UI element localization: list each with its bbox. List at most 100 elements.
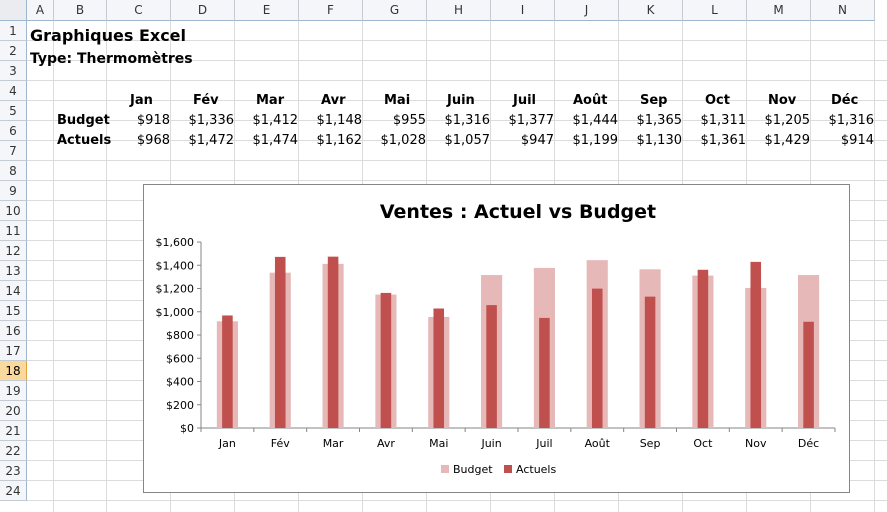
sheet-subtitle[interactable]: Type: Thermomètres: [30, 51, 193, 67]
row-header-3[interactable]: 3: [0, 61, 27, 81]
column-header-n[interactable]: N: [811, 0, 875, 21]
actuels-bar: [697, 269, 709, 428]
actuels-value-cell[interactable]: $947: [520, 133, 554, 148]
budget-value-cell[interactable]: $1,412: [252, 113, 299, 128]
actuels-bar: [803, 321, 814, 428]
row-header-17[interactable]: 17: [0, 341, 27, 361]
row-header-24[interactable]: 24: [0, 481, 27, 501]
row-header-21[interactable]: 21: [0, 421, 27, 441]
row-header-15[interactable]: 15: [0, 301, 27, 321]
row-header-22[interactable]: 22: [0, 441, 27, 461]
month-header[interactable]: Déc: [831, 93, 859, 108]
row-header-16[interactable]: 16: [0, 321, 27, 341]
row-header-18[interactable]: 18: [0, 361, 27, 381]
x-tick-label: Mai: [429, 437, 448, 450]
month-header[interactable]: Mar: [256, 93, 285, 108]
month-header[interactable]: Août: [573, 93, 608, 108]
budget-value-cell[interactable]: $1,365: [636, 113, 683, 128]
column-gridline: [53, 21, 54, 512]
month-header[interactable]: Oct: [705, 93, 730, 108]
column-header-a[interactable]: A: [27, 0, 54, 21]
y-tick-label: $800: [166, 329, 194, 342]
budget-value-cell[interactable]: $1,311: [700, 113, 747, 128]
budget-value-cell[interactable]: $955: [392, 113, 426, 128]
month-header[interactable]: Nov: [768, 93, 797, 108]
month-header[interactable]: Juin: [447, 93, 475, 108]
actuels-bar: [591, 288, 603, 428]
actuels-bar: [380, 292, 392, 428]
actuels-bar: [486, 305, 497, 428]
column-header-b[interactable]: B: [54, 0, 107, 21]
row-header-6[interactable]: 6: [0, 121, 27, 141]
row-header-14[interactable]: 14: [0, 281, 27, 301]
budget-value-cell[interactable]: $1,377: [508, 113, 555, 128]
x-tick-label: Juin: [480, 437, 501, 450]
actuels-bar: [222, 315, 233, 428]
column-header-j[interactable]: J: [555, 0, 619, 21]
budget-value-cell[interactable]: $1,148: [316, 113, 363, 128]
actuels-value-cell[interactable]: $914: [840, 133, 874, 148]
column-header-g[interactable]: G: [363, 0, 427, 21]
month-header[interactable]: Avr: [321, 93, 346, 108]
column-header-c[interactable]: C: [107, 0, 171, 21]
row-gridline: [27, 60, 887, 61]
budget-row-label[interactable]: Budget: [57, 113, 110, 128]
row-header-4[interactable]: 4: [0, 81, 27, 101]
budget-value-cell[interactable]: $1,316: [828, 113, 875, 128]
row-header-1[interactable]: 1: [0, 21, 27, 41]
month-header[interactable]: Sep: [640, 93, 668, 108]
actuels-value-cell[interactable]: $1,429: [764, 133, 811, 148]
column-header-f[interactable]: F: [299, 0, 363, 21]
actuels-value-cell[interactable]: $1,130: [636, 133, 683, 148]
actuels-value-cell[interactable]: $1,162: [316, 133, 363, 148]
month-header[interactable]: Juil: [513, 93, 537, 108]
column-header-l[interactable]: L: [683, 0, 747, 21]
row-header-19[interactable]: 19: [0, 381, 27, 401]
column-header-e[interactable]: E: [235, 0, 299, 21]
chart-svg: Ventes : Actuel vs Budget $0 $200 $400 $600 $…: [156, 201, 836, 476]
row-header-13[interactable]: 13: [0, 261, 27, 281]
actuels-value-cell[interactable]: $1,361: [700, 133, 747, 148]
row-header-23[interactable]: 23: [0, 461, 27, 481]
row-gridline: [27, 40, 887, 41]
actuels-row-label[interactable]: Actuels: [57, 133, 112, 148]
select-all-corner[interactable]: [0, 0, 27, 21]
actuels-value-cell[interactable]: $1,474: [252, 133, 299, 148]
actuels-value-cell[interactable]: $1,057: [444, 133, 491, 148]
x-tick-label: Juil: [535, 437, 552, 450]
chart-title: Ventes : Actuel vs Budget: [380, 201, 656, 223]
actuels-bar: [539, 317, 550, 428]
budget-value-cell[interactable]: $1,316: [444, 113, 491, 128]
thermometer-chart[interactable]: Ventes : Actuel vs Budget $0 $200 $400 $600 $…: [143, 184, 850, 493]
budget-value-cell[interactable]: $1,205: [764, 113, 811, 128]
month-header[interactable]: Fév: [193, 93, 219, 108]
month-header[interactable]: Jan: [130, 93, 153, 108]
row-header-5[interactable]: 5: [0, 101, 27, 121]
row-header-10[interactable]: 10: [0, 201, 27, 221]
row-header-2[interactable]: 2: [0, 41, 27, 61]
row-header-9[interactable]: 9: [0, 181, 27, 201]
row-gridline: [27, 100, 887, 101]
row-header-20[interactable]: 20: [0, 401, 27, 421]
row-header-8[interactable]: 8: [0, 161, 27, 181]
column-header-k[interactable]: K: [619, 0, 683, 21]
column-header-m[interactable]: M: [747, 0, 811, 21]
legend-swatch-actuels: [504, 465, 512, 473]
column-header-i[interactable]: I: [491, 0, 555, 21]
actuels-value-cell[interactable]: $968: [136, 133, 170, 148]
row-header-7[interactable]: 7: [0, 141, 27, 161]
budget-value-cell[interactable]: $918: [136, 113, 170, 128]
actuels-value-cell[interactable]: $1,028: [380, 133, 427, 148]
sheet-title[interactable]: Graphiques Excel: [30, 26, 187, 45]
budget-value-cell[interactable]: $1,336: [188, 113, 235, 128]
row-gridline: [27, 180, 887, 181]
row-header-11[interactable]: 11: [0, 221, 27, 241]
actuels-value-cell[interactable]: $1,199: [572, 133, 619, 148]
month-header[interactable]: Mai: [384, 93, 411, 108]
actuels-value-cell[interactable]: $1,472: [188, 133, 235, 148]
column-gridline: [106, 21, 107, 512]
column-header-d[interactable]: D: [171, 0, 235, 21]
column-header-h[interactable]: H: [427, 0, 491, 21]
budget-value-cell[interactable]: $1,444: [572, 113, 619, 128]
row-header-12[interactable]: 12: [0, 241, 27, 261]
